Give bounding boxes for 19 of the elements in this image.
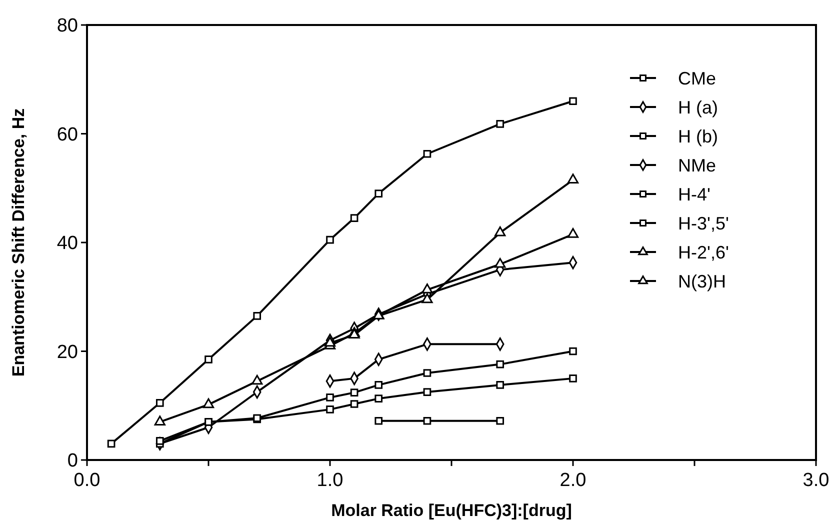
x-tick-label: 2.0 bbox=[560, 470, 586, 491]
legend-label: H-2',6' bbox=[678, 242, 729, 262]
legend-label: NMe bbox=[678, 155, 716, 176]
y-tick-label: 80 bbox=[56, 16, 78, 37]
y-tick-label: 0 bbox=[67, 450, 78, 472]
y-tick-label: 60 bbox=[56, 124, 78, 146]
legend-label: H (b) bbox=[678, 126, 718, 146]
x-tick-label: 0.0 bbox=[74, 470, 100, 491]
legend-label: H-4' bbox=[678, 184, 710, 204]
legend-label: N(3)H bbox=[678, 271, 726, 292]
y-axis-title: Enantiomeric Shift Difference, Hz bbox=[9, 108, 28, 377]
x-axis-title: Molar Ratio [Eu(HFC)3]:[drug] bbox=[331, 501, 572, 520]
legend-label: CMe bbox=[678, 68, 716, 88]
y-tick-label: 40 bbox=[56, 233, 78, 254]
y-tick-label: 20 bbox=[56, 342, 78, 363]
x-tick-label: 3.0 bbox=[802, 470, 830, 491]
x-tick-label: 1.0 bbox=[316, 470, 344, 491]
legend-label: H-3',5' bbox=[678, 213, 729, 234]
legend-label: H (a) bbox=[678, 97, 718, 118]
